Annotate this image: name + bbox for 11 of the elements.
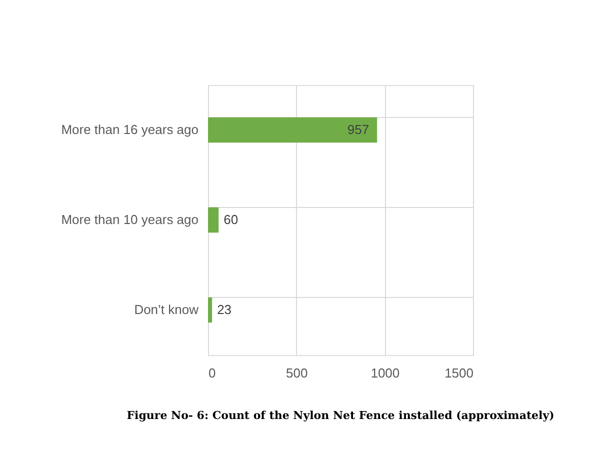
y-tick-label: Don’t know (134, 302, 200, 317)
x-tick-label: 1500 (444, 366, 474, 380)
y-tick-label: More than 16 years ago (61, 122, 198, 137)
x-tick-label: 1000 (370, 366, 400, 380)
data-label: 60 (224, 212, 238, 227)
text: Figure No- 6: Count of the Nylon Net Fence installed (approximately) (126, 409, 554, 422)
data-label: 23 (217, 302, 232, 317)
x-tick-label: 500 (286, 366, 308, 380)
data-label: 957 (347, 122, 370, 137)
x-tick-label: 0 (208, 366, 216, 380)
y-tick-label: More than 10 years ago (61, 212, 198, 227)
